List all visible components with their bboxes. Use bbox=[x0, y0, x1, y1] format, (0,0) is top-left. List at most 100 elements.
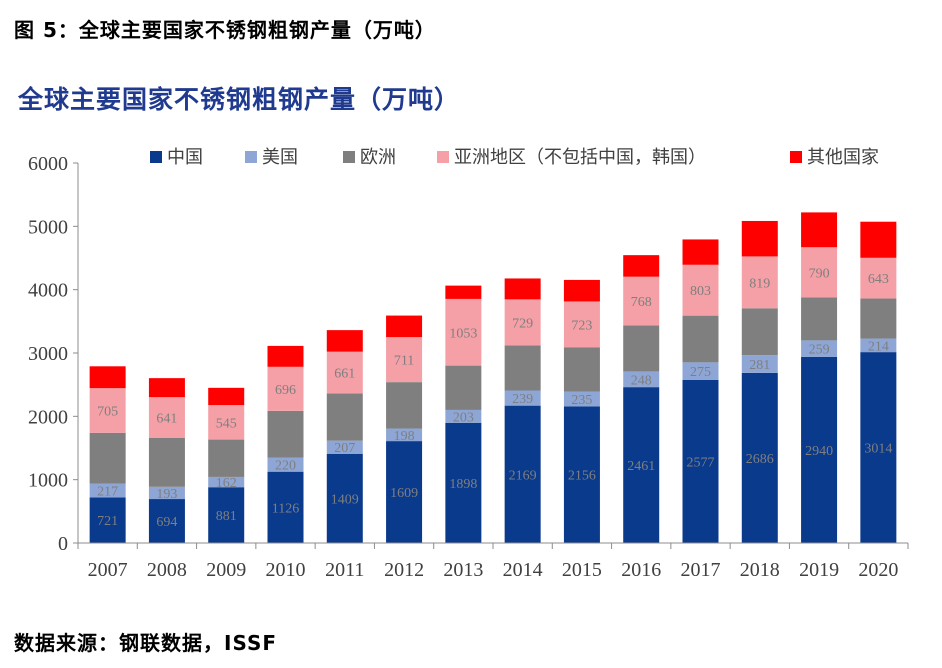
data-label-asia_other: 729 bbox=[512, 316, 533, 331]
legend-swatch-china bbox=[150, 151, 162, 163]
data-label-china: 2940 bbox=[805, 444, 833, 459]
data-label-usa: 193 bbox=[156, 487, 177, 502]
x-tick-label: 2019 bbox=[799, 559, 839, 581]
data-source-note: 数据来源：钢联数据，ISSF bbox=[14, 631, 278, 655]
data-label-usa: 220 bbox=[275, 459, 296, 474]
y-tick-label: 4000 bbox=[28, 280, 68, 302]
data-label-europe: 738 bbox=[690, 333, 711, 348]
bar-segment-asia_other bbox=[801, 247, 838, 298]
bar-segment-europe bbox=[563, 347, 600, 392]
x-tick-label: 2011 bbox=[325, 559, 364, 581]
data-label-europe: 632 bbox=[868, 313, 889, 328]
x-tick-label: 2009 bbox=[206, 559, 246, 581]
bar-segment-others bbox=[148, 378, 185, 398]
bar-segment-china bbox=[445, 422, 482, 543]
bar-segment-usa bbox=[267, 457, 304, 472]
bar-segment-usa bbox=[445, 409, 482, 423]
data-label-usa: 203 bbox=[453, 410, 474, 425]
bar-segment-others bbox=[445, 285, 482, 299]
data-label-europe: 728 bbox=[631, 342, 652, 357]
bar-segment-asia_other bbox=[386, 337, 423, 383]
bar-segment-europe bbox=[267, 410, 304, 458]
data-label-china: 721 bbox=[97, 514, 118, 529]
data-label-china: 3014 bbox=[864, 442, 892, 457]
x-tick-label: 2018 bbox=[740, 559, 780, 581]
bar-segment-europe bbox=[326, 393, 363, 441]
bar-segment-others bbox=[623, 255, 660, 277]
legend-swatch-usa bbox=[245, 151, 257, 163]
data-label-usa: 239 bbox=[512, 392, 533, 407]
data-label-china: 2169 bbox=[509, 468, 537, 483]
legend-swatch-others bbox=[790, 151, 802, 163]
data-label-europe: 775 bbox=[156, 456, 177, 471]
data-label-usa: 259 bbox=[809, 343, 830, 358]
data-label-asia_other: 723 bbox=[571, 318, 592, 333]
data-label-europe: 590 bbox=[216, 452, 237, 467]
bar-segment-others bbox=[326, 330, 363, 352]
x-tick-label: 2010 bbox=[266, 559, 306, 581]
bar-segment-europe bbox=[445, 365, 482, 410]
data-label-asia_other: 1053 bbox=[449, 326, 477, 341]
bar-segment-china bbox=[623, 387, 660, 543]
bar-segment-usa bbox=[148, 486, 185, 500]
data-label-asia_other: 545 bbox=[216, 416, 237, 431]
x-tick-label: 2020 bbox=[858, 559, 898, 581]
data-label-europe: 739 bbox=[749, 326, 770, 341]
legend-label-others: 其他国家 bbox=[807, 147, 879, 168]
bar-segment-europe bbox=[860, 298, 897, 339]
y-tick-label: 1000 bbox=[28, 470, 68, 492]
legend-swatch-europe bbox=[343, 151, 355, 163]
bar-segment-asia_other bbox=[504, 299, 541, 346]
bar-segment-others bbox=[741, 220, 778, 257]
bar-segment-europe bbox=[386, 382, 423, 429]
data-label-europe: 740 bbox=[275, 428, 296, 443]
bar-segment-usa bbox=[326, 440, 363, 454]
bar-segment-europe bbox=[741, 308, 778, 356]
bar-segment-others bbox=[504, 278, 541, 300]
data-label-china: 1898 bbox=[449, 477, 477, 492]
bar-segment-asia_other bbox=[89, 388, 126, 433]
bar-segment-europe bbox=[623, 325, 660, 372]
bar-segment-europe bbox=[89, 432, 126, 484]
bar-segment-usa bbox=[623, 371, 660, 388]
bar-segment-asia_other bbox=[445, 298, 482, 366]
data-label-asia_other: 819 bbox=[749, 276, 770, 291]
bar-segment-others bbox=[563, 279, 600, 302]
legend-label-china: 中国 bbox=[167, 147, 203, 168]
bar-segment-asia_other bbox=[267, 366, 304, 411]
bar-segment-usa bbox=[741, 355, 778, 373]
figure-caption: 图 5：全球主要国家不锈钢粗钢产量（万吨） bbox=[14, 18, 436, 42]
y-tick-label: 2000 bbox=[28, 406, 68, 428]
bar-segment-china bbox=[267, 471, 304, 543]
x-tick-label: 2016 bbox=[621, 559, 661, 581]
data-label-asia_other: 705 bbox=[97, 404, 118, 419]
data-label-asia_other: 790 bbox=[809, 266, 830, 281]
bar-segment-asia_other bbox=[208, 405, 245, 440]
data-label-asia_other: 661 bbox=[334, 367, 355, 382]
bar-segment-usa bbox=[208, 476, 245, 488]
data-label-asia_other: 803 bbox=[690, 284, 711, 299]
x-tick-label: 2012 bbox=[384, 559, 424, 581]
data-label-asia_other: 711 bbox=[394, 354, 414, 369]
data-label-usa: 214 bbox=[868, 339, 889, 354]
bar-segment-usa bbox=[563, 391, 600, 407]
legend-label-asia_other: 亚洲地区（不包括中国，韩国） bbox=[454, 147, 706, 168]
bar-segment-europe bbox=[148, 437, 185, 487]
bar-segment-usa bbox=[386, 428, 423, 442]
bar-segment-others bbox=[208, 387, 245, 406]
bar-segment-china bbox=[386, 441, 423, 543]
bar-segment-china bbox=[89, 497, 126, 543]
data-label-china: 881 bbox=[216, 509, 237, 524]
bar-segment-china bbox=[682, 379, 719, 543]
y-tick-label: 3000 bbox=[28, 343, 68, 365]
x-tick-label: 2013 bbox=[443, 559, 483, 581]
data-label-asia_other: 696 bbox=[275, 383, 296, 398]
bar-segment-usa bbox=[89, 483, 126, 498]
data-label-asia_other: 643 bbox=[868, 272, 889, 287]
x-tick-label: 2015 bbox=[562, 559, 602, 581]
bar-segment-china bbox=[741, 372, 778, 543]
data-label-europe: 733 bbox=[394, 399, 415, 414]
data-label-usa: 275 bbox=[690, 365, 711, 380]
bar-segment-usa bbox=[801, 340, 838, 357]
data-label-china: 2577 bbox=[687, 455, 715, 470]
